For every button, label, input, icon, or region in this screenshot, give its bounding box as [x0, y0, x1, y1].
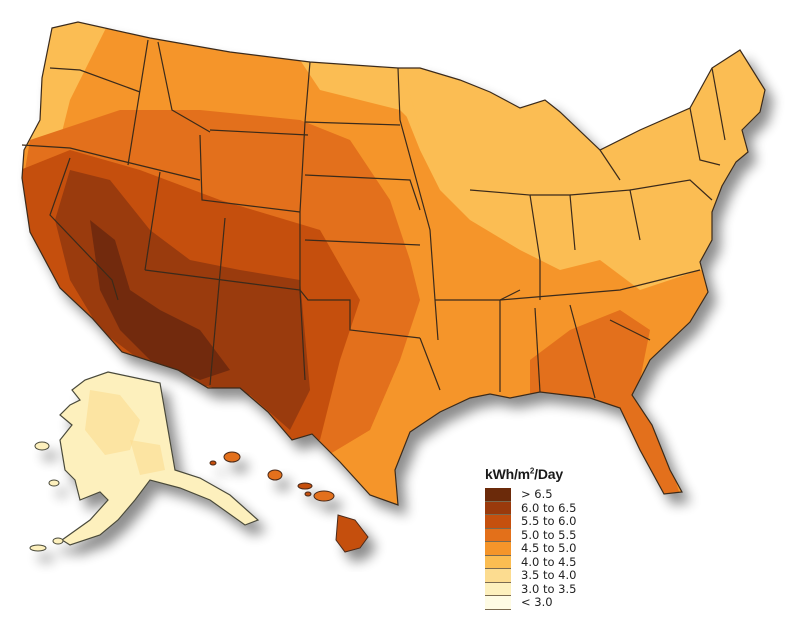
- legend-swatch: [485, 488, 511, 502]
- legend-item: > 6.5: [485, 488, 605, 502]
- legend-swatch: [485, 501, 511, 515]
- state-borders: [21, 21, 766, 506]
- legend-swatch: [485, 515, 511, 529]
- legend-label: < 3.0: [521, 595, 553, 610]
- legend-title-sup: 2: [529, 466, 535, 476]
- legend-label: 4.5 to 5.0: [521, 541, 577, 556]
- legend-label: 6.0 to 6.5: [521, 500, 577, 515]
- legend-label: 4.0 to 4.5: [521, 554, 577, 569]
- legend-label: 5.0 to 5.5: [521, 527, 577, 542]
- legend-swatch: [485, 569, 511, 583]
- alaska: [29, 371, 260, 552]
- legend-title-suffix: /Day: [534, 466, 563, 482]
- legend-swatch: [485, 542, 511, 556]
- legend-title: kWh/m2/Day: [485, 466, 605, 482]
- legend-swatch: [485, 528, 511, 542]
- legend-item: 3.5 to 4.0: [485, 569, 605, 583]
- legend-item: 5.5 to 6.0: [485, 515, 605, 529]
- legend-label: > 6.5: [521, 487, 553, 502]
- legend-label: 3.0 to 3.5: [521, 581, 577, 596]
- legend-item: 4.0 to 4.5: [485, 554, 605, 569]
- legend-swatch: [485, 582, 511, 596]
- legend: kWh/m2/Day > 6.5 6.0 to 6.5 5.5 to 6.0 5.0 …: [485, 466, 605, 610]
- legend-item: < 3.0: [485, 596, 605, 610]
- legend-swatch: [485, 555, 511, 569]
- legend-item: 3.0 to 3.5: [485, 581, 605, 596]
- legend-rows: > 6.5 6.0 to 6.5 5.5 to 6.0 5.0 to 5.5 4.5 t…: [485, 488, 605, 610]
- legend-label: 3.5 to 4.0: [521, 568, 577, 583]
- legend-item: 4.5 to 5.0: [485, 542, 605, 556]
- hawaii: [209, 451, 369, 553]
- legend-title-units: kWh/m: [485, 466, 530, 482]
- legend-item: 5.0 to 5.5: [485, 527, 605, 542]
- legend-swatch: [485, 596, 511, 610]
- legend-item: 6.0 to 6.5: [485, 500, 605, 515]
- legend-label: 5.5 to 6.0: [521, 514, 577, 529]
